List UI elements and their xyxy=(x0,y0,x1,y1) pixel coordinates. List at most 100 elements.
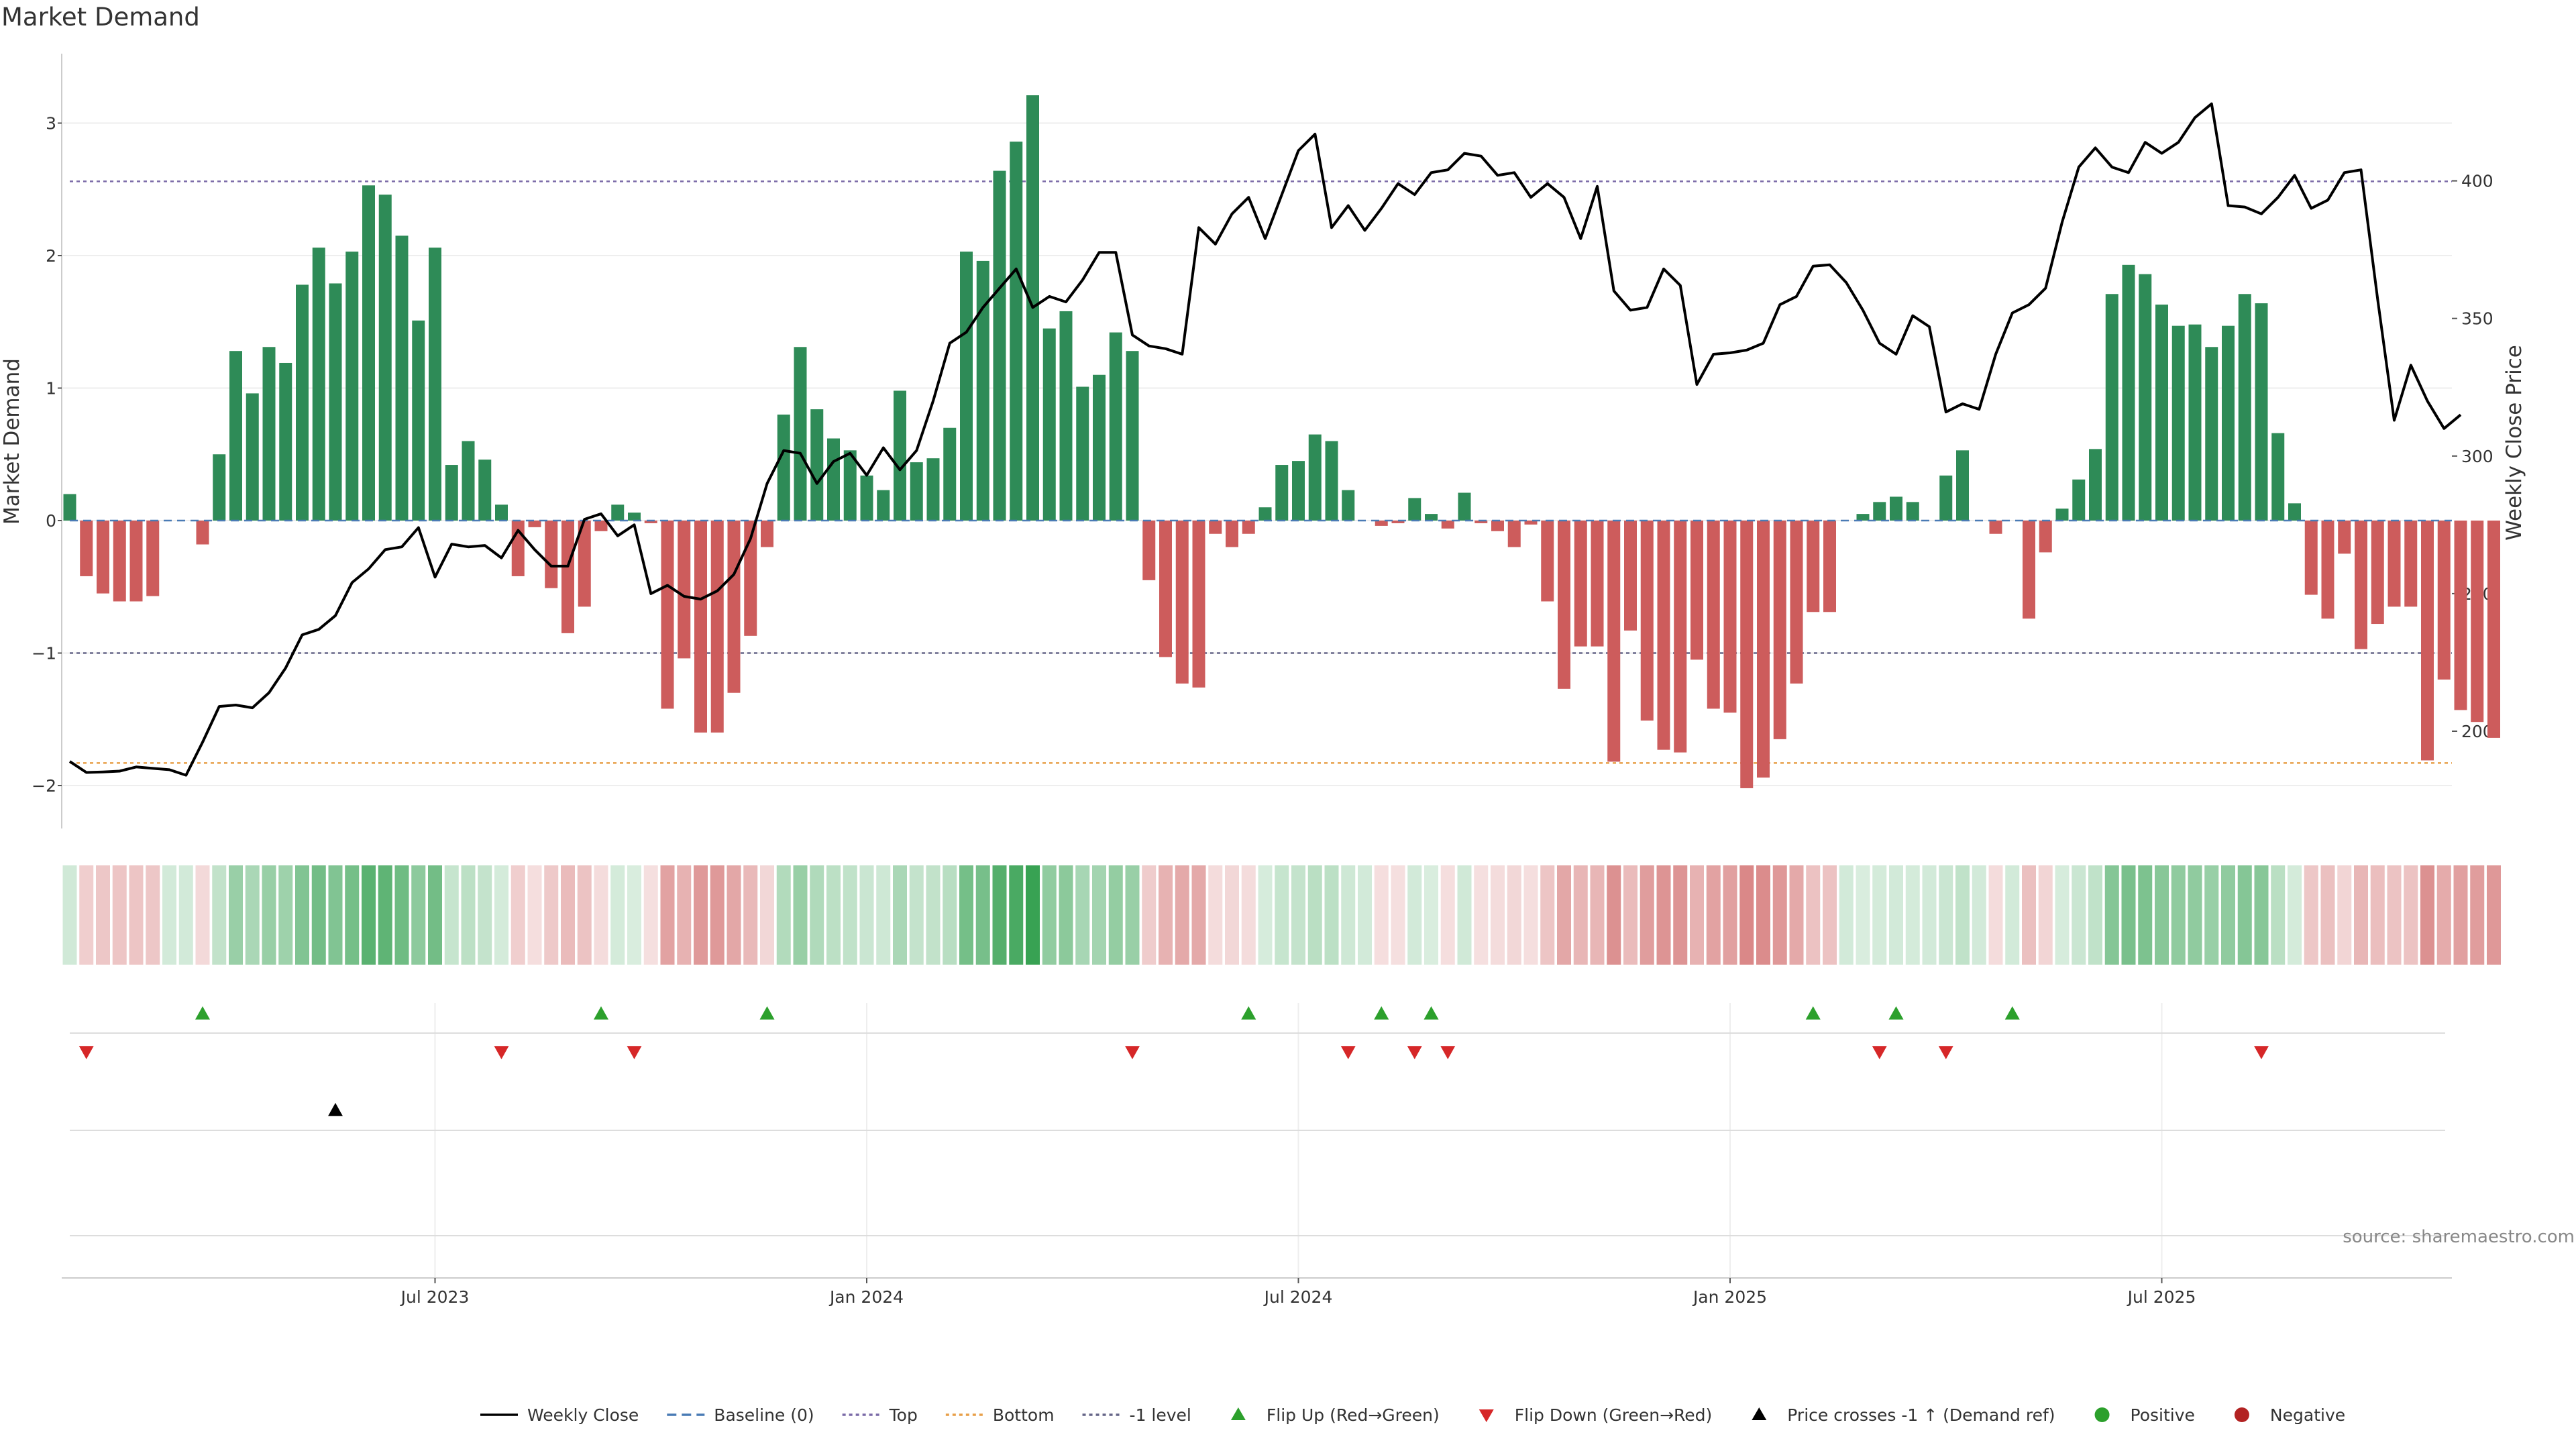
legend-item: Negative xyxy=(2234,1405,2345,1425)
x-tick-label: Jan 2025 xyxy=(1692,1287,1767,1307)
strip-cell xyxy=(2204,865,2219,965)
demand-bar-positive xyxy=(1059,311,1073,521)
demand-bar-negative xyxy=(2039,521,2052,553)
demand-bar-negative xyxy=(578,521,591,607)
demand-bar-negative xyxy=(1209,521,1222,534)
demand-bar-negative xyxy=(1574,521,1587,647)
strip-cell xyxy=(1789,865,1804,965)
strip-cell xyxy=(1590,865,1605,965)
strip-cell xyxy=(345,865,360,965)
demand-bar-positive xyxy=(378,195,392,521)
strip-cell xyxy=(2487,865,2501,965)
strip-cell xyxy=(245,865,260,965)
strip-cell xyxy=(1739,865,1754,965)
strip-cell xyxy=(178,865,193,965)
strip-cell xyxy=(1474,865,1489,965)
demand-bar-positive xyxy=(2222,325,2235,521)
legend-item: Top xyxy=(842,1405,918,1425)
left-tick-label: −1 xyxy=(32,644,56,663)
demand-bar-negative xyxy=(2437,521,2451,680)
legend-swatch xyxy=(2234,1407,2249,1422)
strip-cell xyxy=(843,865,857,965)
strip-cell xyxy=(1607,865,1621,965)
demand-bar-positive xyxy=(1408,498,1421,521)
demand-bar-negative xyxy=(1192,521,1205,688)
strip-cell xyxy=(378,865,392,965)
demand-bar-positive xyxy=(1308,434,1322,521)
demand-bar-positive xyxy=(794,347,807,521)
demand-bar-positive xyxy=(1458,492,1471,521)
strip-cell xyxy=(2304,865,2318,965)
demand-bar-negative xyxy=(1607,521,1621,762)
demand-bar-positive xyxy=(312,248,325,521)
strip-cell xyxy=(1922,865,1937,965)
strip-cell xyxy=(1075,865,1090,965)
left-tick-label: −2 xyxy=(32,776,56,796)
legend-item: Bottom xyxy=(945,1405,1055,1425)
strip-cell xyxy=(1241,865,1256,965)
demand-bar-negative xyxy=(1740,521,1754,788)
strip-cell xyxy=(1690,865,1704,965)
demand-bar-negative xyxy=(710,521,724,733)
legend-item: Baseline (0) xyxy=(667,1405,814,1425)
demand-bar-negative xyxy=(1391,521,1405,523)
legend: Weekly Close Baseline (0) Top Bottom -1 leve… xyxy=(480,1405,2345,1425)
strip-cell xyxy=(1159,865,1173,965)
demand-bar-positive xyxy=(1342,490,1355,521)
demand-bar-negative xyxy=(1375,521,1388,526)
legend-item: Flip Down (Green→Red) xyxy=(1479,1405,1713,1425)
strip-cell xyxy=(112,865,127,965)
y-axis-label-right: Weekly Close Price xyxy=(2502,345,2526,541)
demand-bar-positive xyxy=(843,450,857,521)
demand-bar-negative xyxy=(2404,521,2418,607)
strip-cell xyxy=(660,865,675,965)
legend-label: Flip Up (Red→Green) xyxy=(1267,1405,1440,1425)
demand-bar-negative xyxy=(129,521,143,602)
strip-cell xyxy=(561,865,575,965)
flip-up-marker xyxy=(594,1006,608,1020)
demand-bar-positive xyxy=(1076,386,1089,521)
demand-bar-positive xyxy=(827,438,840,521)
demand-bar-negative xyxy=(2371,521,2384,625)
strip-cell xyxy=(1324,865,1339,965)
strip-cell xyxy=(511,865,525,965)
legend-item: Price crosses -1 ↑ (Demand ref) xyxy=(1752,1405,2055,1425)
flip-up-marker xyxy=(195,1006,210,1020)
demand-bar-positive xyxy=(926,458,940,521)
left-tick-label: 0 xyxy=(46,511,56,531)
demand-bar-positive xyxy=(860,475,873,521)
y-axis-label-left: Market Demand xyxy=(0,358,24,525)
demand-bar-positive xyxy=(2105,294,2118,521)
strip-cell xyxy=(62,865,77,965)
strip-cell xyxy=(776,865,791,965)
right-tick-label: 300 xyxy=(2461,447,2493,466)
demand-bar-positive xyxy=(345,252,359,521)
strip-cell xyxy=(1391,865,1405,965)
legend-label: Price crosses -1 ↑ (Demand ref) xyxy=(1787,1405,2055,1425)
demand-bar-positive xyxy=(1956,450,1969,521)
strip-cell xyxy=(295,865,309,965)
strip-cell xyxy=(627,865,641,965)
strip-cell xyxy=(1440,865,1455,965)
source-note: source: sharemaestro.com xyxy=(2343,1227,2575,1247)
strip-cell xyxy=(1491,865,1505,965)
flip-up-marker xyxy=(1241,1006,1256,1020)
demand-bar-negative xyxy=(2338,521,2351,554)
strip-cell xyxy=(1673,865,1688,965)
demand-bar-negative xyxy=(1541,521,1554,602)
strip-cell xyxy=(1872,865,1887,965)
strip-cell xyxy=(478,865,492,965)
demand-bar-positive xyxy=(1939,475,1953,521)
legend-label: Flip Down (Green→Red) xyxy=(1515,1405,1713,1425)
demand-bar-negative xyxy=(1674,521,1687,753)
demand-bar-positive xyxy=(2255,303,2268,521)
demand-bar-negative xyxy=(1790,521,1803,684)
demand-bar-negative xyxy=(1657,521,1670,750)
strip-cell xyxy=(328,865,343,965)
strip-cell xyxy=(2436,865,2451,965)
strip-cell xyxy=(1557,865,1571,965)
demand-bar-negative xyxy=(97,521,109,594)
strip-cell xyxy=(2055,865,2070,965)
strip-cell xyxy=(2155,865,2169,965)
